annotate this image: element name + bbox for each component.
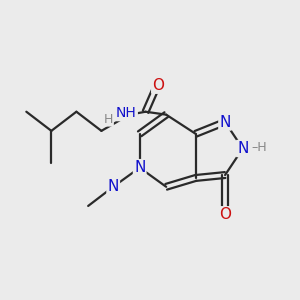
Text: NH: NH: [116, 106, 137, 120]
Text: O: O: [152, 78, 164, 93]
Text: N: N: [219, 115, 231, 130]
Text: N: N: [134, 160, 146, 175]
Text: N: N: [107, 179, 119, 194]
Text: H: H: [103, 112, 113, 126]
Text: –H: –H: [251, 141, 267, 154]
Text: O: O: [219, 207, 231, 222]
Text: N: N: [237, 141, 248, 156]
